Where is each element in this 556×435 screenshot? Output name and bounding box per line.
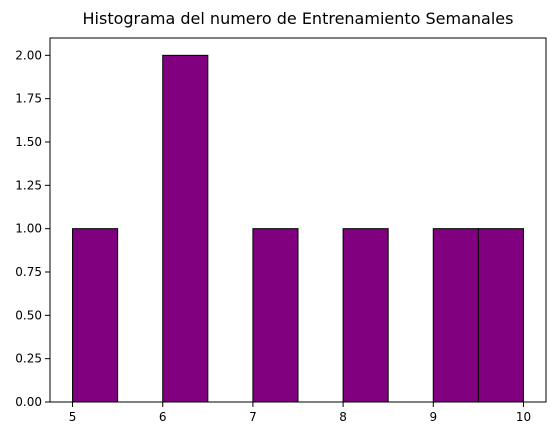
y-tick-label: 0.25 [15, 352, 42, 366]
x-axis-ticks: 5 6 7 8 9 10 [69, 402, 531, 424]
histogram-bar-0 [72, 228, 119, 403]
x-tick-label: 9 [429, 410, 437, 424]
histogram-bar-4 [252, 228, 299, 403]
x-tick-label: 7 [249, 410, 257, 424]
x-tick-label: 8 [339, 410, 347, 424]
histogram-bar-6 [342, 228, 389, 403]
y-tick-label: 1.50 [15, 135, 42, 149]
bars-group [72, 54, 524, 403]
histogram-bar-8 [432, 228, 479, 403]
y-tick-label: 0.50 [15, 308, 42, 322]
x-tick-label: 10 [516, 410, 531, 424]
plot-frame [49, 37, 547, 403]
histogram-bar-9 [477, 228, 524, 403]
y-tick-label: 1.75 [15, 92, 42, 106]
y-tick-label: 1.25 [15, 178, 42, 192]
y-tick-label: 1.00 [15, 222, 42, 236]
y-axis-ticks: 0.00 0.25 0.50 0.75 1.00 1.25 1.50 1.75 2.00 [15, 48, 50, 409]
y-tick-label: 0.75 [15, 265, 42, 279]
histogram-bar-2 [162, 54, 209, 403]
x-tick-label: 5 [69, 410, 77, 424]
y-tick-label: 2.00 [15, 48, 42, 62]
chart-title: Histograma del numero de Entrenamiento S… [83, 9, 514, 28]
x-tick-label: 6 [159, 410, 167, 424]
y-tick-label: 0.00 [15, 395, 42, 409]
